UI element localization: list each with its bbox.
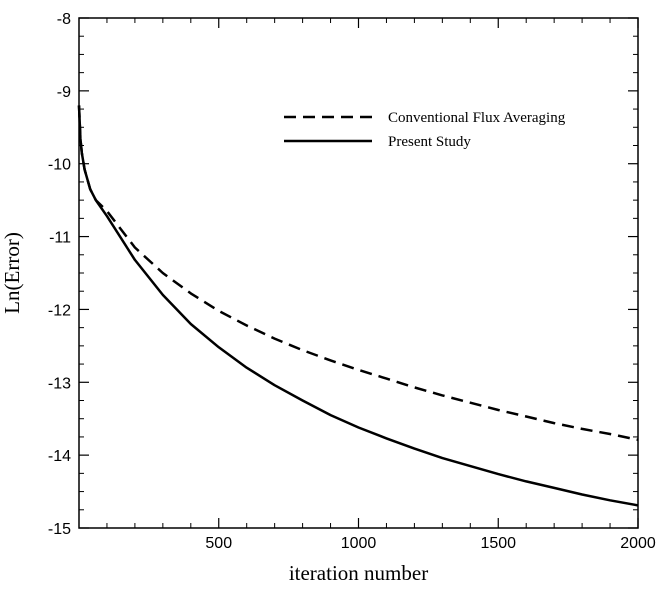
- x-tick-label: 500: [205, 535, 232, 552]
- legend-label: Present Study: [388, 134, 471, 150]
- ticks-layer: -15 -14 -13 -12 -11 -10 -9 -8 500 1000 1500 2000: [48, 11, 656, 552]
- x-tick-label: 2000: [620, 535, 656, 552]
- y-tick-label: -13: [48, 375, 71, 392]
- y-tick-label: -15: [48, 521, 71, 538]
- x-tick-label: 1000: [341, 535, 377, 552]
- y-tick-label: -9: [57, 84, 71, 101]
- y-axis-title: Ln(Error): [0, 232, 24, 314]
- y-tick-label: -8: [57, 11, 71, 28]
- x-tick-label: 1500: [480, 535, 516, 552]
- y-tick-label: -10: [48, 157, 71, 174]
- y-tick-label: -14: [48, 448, 71, 465]
- series-layer: [77, 105, 639, 507]
- x-axis-title: iteration number: [289, 561, 428, 585]
- y-tick-label: -11: [49, 230, 71, 247]
- series-line-conventional-flux-averaging: [77, 105, 639, 442]
- legend: Conventional Flux Averaging Present Study: [284, 110, 566, 150]
- series-line-present-study: [77, 105, 639, 507]
- legend-label: Conventional Flux Averaging: [388, 110, 566, 126]
- y-tick-label: -12: [48, 302, 71, 319]
